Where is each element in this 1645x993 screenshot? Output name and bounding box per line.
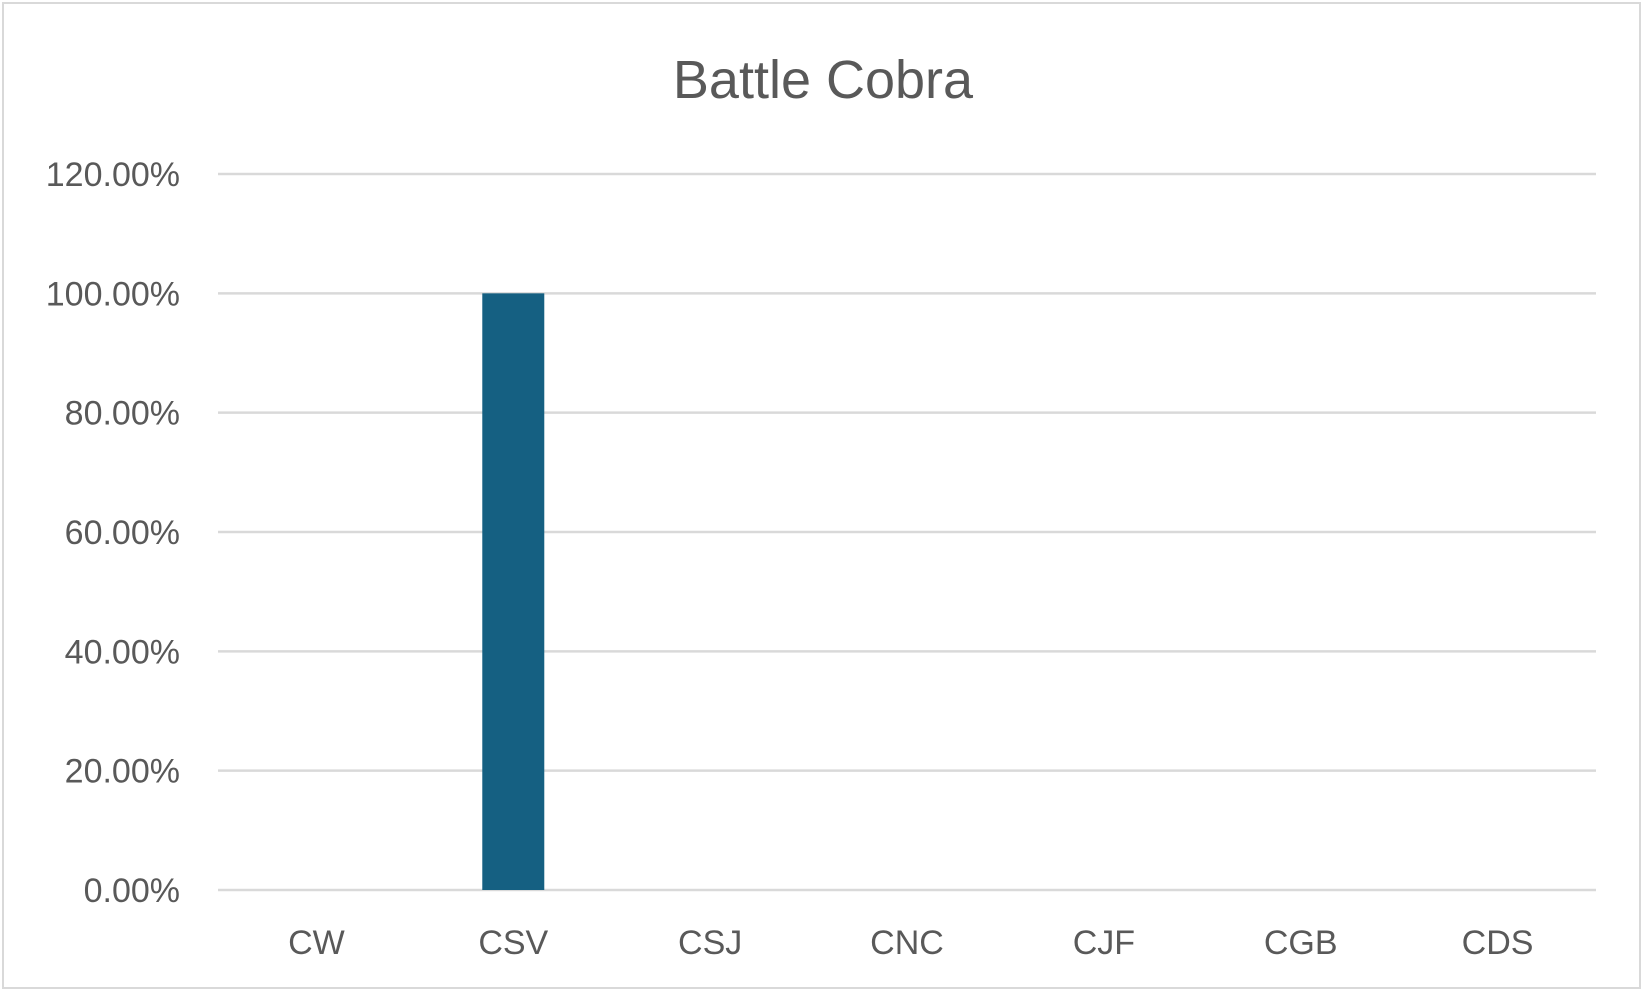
x-tick-label: CW — [288, 924, 345, 962]
gridlines — [218, 172, 1596, 892]
y-tick-label: 0.00% — [84, 872, 180, 910]
x-tick-label: CSJ — [678, 924, 742, 962]
y-tick-label: 40.00% — [65, 633, 180, 671]
x-tick-label: CDS — [1462, 924, 1534, 962]
x-tick-label: CGB — [1264, 924, 1338, 962]
y-tick-label: 80.00% — [65, 395, 180, 433]
x-tick-label: CSV — [478, 924, 548, 962]
bar-chart: Battle Cobra 0.00% 20.00% 40.00% 60.00% 80.0… — [46, 50, 1596, 962]
y-tick-label: 120.00% — [46, 156, 180, 194]
x-axis-tick-labels: CW CSV CSJ CNC CJF CGB CDS — [288, 924, 1533, 962]
chart-title: Battle Cobra — [673, 50, 974, 110]
y-tick-label: 100.00% — [46, 275, 180, 313]
y-tick-label: 20.00% — [65, 753, 180, 791]
bar-csv — [482, 293, 545, 890]
x-tick-label: CJF — [1073, 924, 1135, 962]
y-axis-tick-labels: 0.00% 20.00% 40.00% 60.00% 80.00% 100.00% 120.… — [46, 156, 180, 910]
y-tick-label: 60.00% — [65, 514, 180, 552]
bars — [482, 293, 545, 890]
x-tick-label: CNC — [870, 924, 944, 962]
